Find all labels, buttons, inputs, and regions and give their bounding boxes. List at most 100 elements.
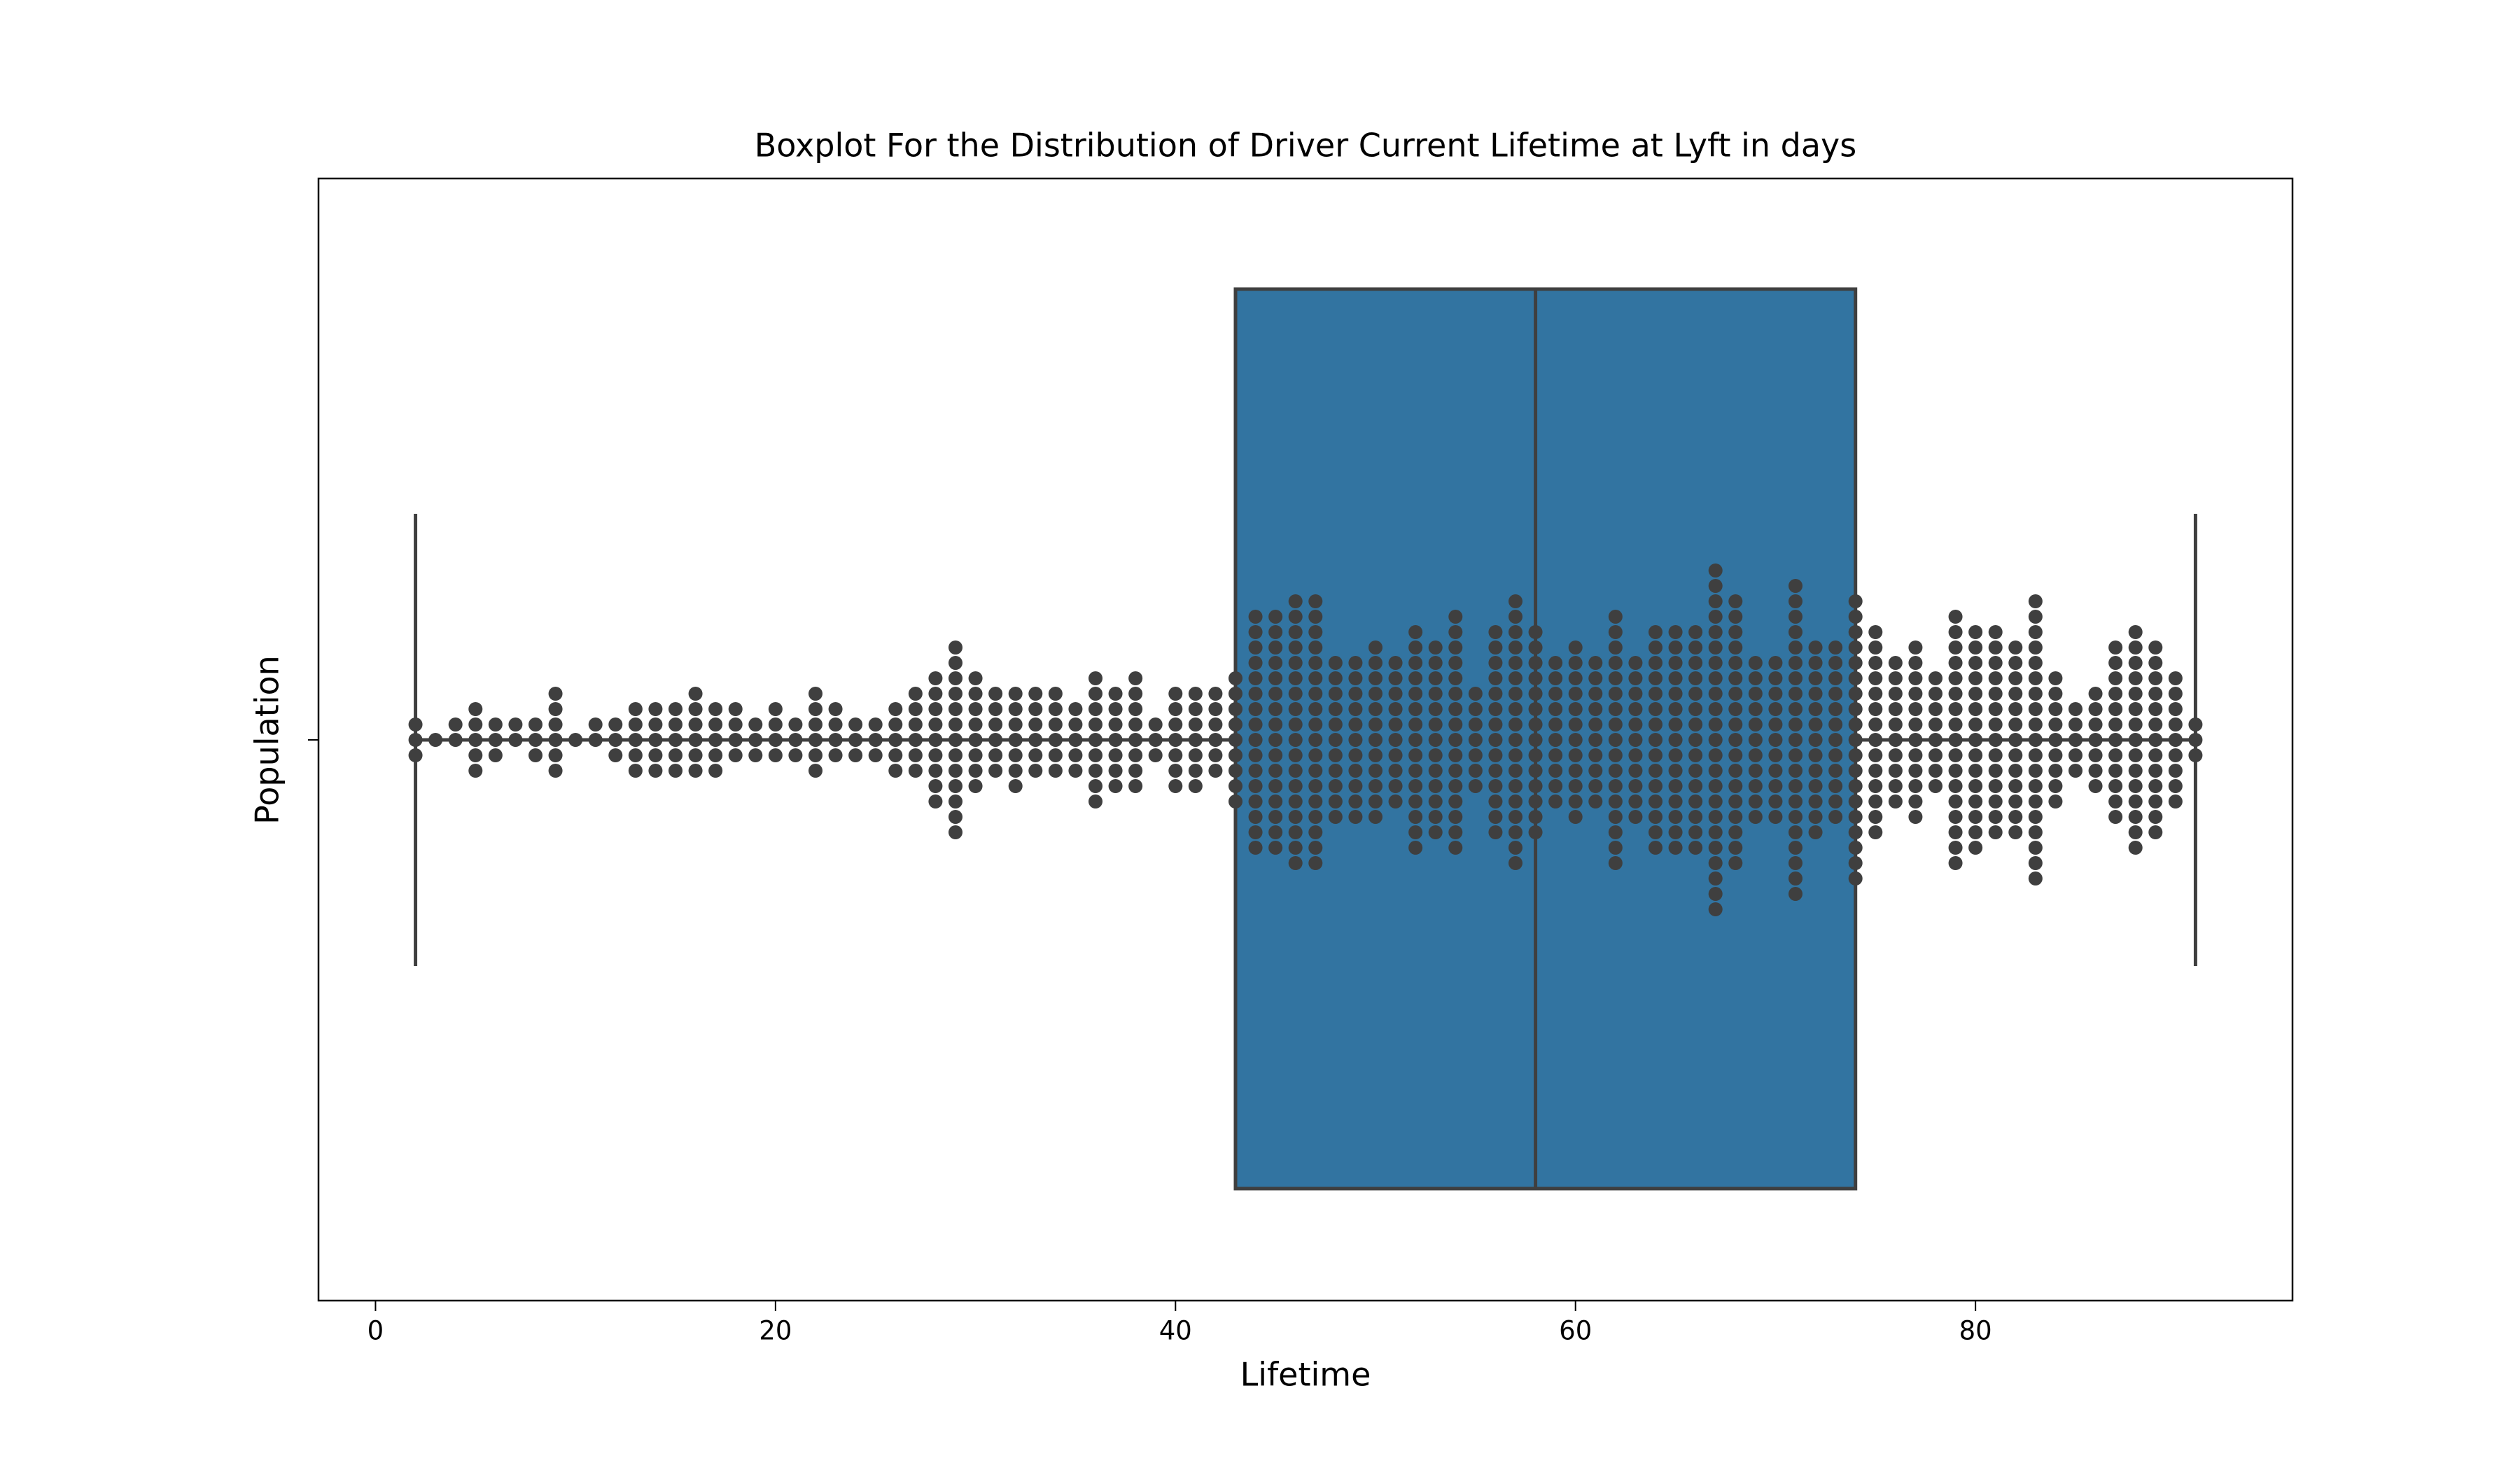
plot-frame — [317, 177, 2294, 1302]
swarm-dot — [1408, 718, 1423, 732]
swarm-dot — [1728, 794, 1743, 808]
swarm-dot — [2008, 718, 2023, 732]
swarm-dot — [1228, 671, 1242, 685]
swarm-dot — [1388, 748, 1403, 762]
swarm-dot — [1588, 702, 1603, 716]
swarm-dot — [1848, 764, 1863, 778]
swarm-dot — [1528, 764, 1543, 778]
swarm-dot — [1668, 640, 1683, 654]
swarm-dot — [1708, 902, 1723, 916]
swarm-dot — [1608, 810, 1623, 824]
swarm-dot — [1708, 841, 1723, 855]
swarm-dot — [928, 779, 943, 793]
swarm-dot — [1568, 640, 1583, 654]
swarm-dot — [1508, 841, 1522, 855]
swarm-dot — [1728, 810, 1743, 824]
swarm-dot — [1268, 610, 1283, 624]
swarm-dot — [828, 733, 843, 747]
swarm-dot — [448, 733, 463, 747]
swarm-dot — [2088, 718, 2103, 732]
swarm-dot — [1668, 841, 1683, 855]
swarm-dot — [1328, 687, 1343, 701]
swarm-dot — [1688, 733, 1703, 747]
swarm-dot — [2148, 825, 2163, 839]
swarm-dot — [908, 718, 923, 732]
swarm-dot — [1748, 779, 1763, 793]
swarm-dot — [1948, 625, 1963, 639]
swarm-dot — [1868, 625, 1883, 639]
swarm-dot — [1608, 794, 1623, 808]
swarm-dot — [1288, 779, 1303, 793]
swarm-dot — [1648, 718, 1662, 732]
swarm-dot — [748, 718, 763, 732]
swarm-dot — [2008, 764, 2023, 778]
swarm-dot — [548, 702, 563, 716]
swarm-dot — [728, 733, 743, 747]
swarm-dot — [528, 718, 542, 732]
swarm-dot — [1908, 764, 1923, 778]
swarm-dot — [1808, 794, 1823, 808]
swarm-dot — [1988, 671, 2003, 685]
swarm-dot — [1788, 810, 1802, 824]
swarm-dot — [1688, 794, 1703, 808]
swarm-dot — [2148, 656, 2163, 670]
swarm-dot — [1668, 625, 1683, 639]
swarm-dot — [928, 718, 943, 732]
swarm-dot — [1528, 810, 1543, 824]
swarm-dot — [1588, 794, 1603, 808]
swarm-dot — [1428, 702, 1443, 716]
swarm-dot — [428, 733, 443, 747]
swarm-dot — [1368, 748, 1382, 762]
swarm-dot — [2008, 810, 2023, 824]
swarm-dot — [1708, 748, 1723, 762]
swarm-dot — [1408, 825, 1423, 839]
swarm-dot — [1848, 625, 1863, 639]
swarm-dot — [1408, 810, 1423, 824]
swarm-dot — [1868, 733, 1883, 747]
swarm-dot — [2188, 733, 2203, 747]
swarm-dot — [808, 748, 822, 762]
swarm-dot — [1548, 779, 1563, 793]
swarm-dot — [1448, 718, 1463, 732]
swarm-dot — [1248, 825, 1263, 839]
swarm-dot — [888, 702, 903, 716]
swarm-dot — [1928, 687, 1942, 701]
swarm-dot — [1848, 733, 1863, 747]
swarm-dot — [1988, 625, 2003, 639]
swarm-dot — [1668, 825, 1683, 839]
swarm-dot — [1908, 687, 1923, 701]
swarm-dot — [1728, 656, 1743, 670]
swarm-dot — [1588, 748, 1603, 762]
swarm-dot — [1408, 841, 1423, 855]
swarm-dot — [1548, 671, 1563, 685]
swarm-dot — [1868, 702, 1883, 716]
swarm-dot — [968, 733, 983, 747]
swarm-dot — [1448, 810, 1463, 824]
swarm-dot — [1868, 748, 1883, 762]
swarm-dot — [688, 733, 703, 747]
swarm-dot — [1628, 748, 1643, 762]
swarm-dot — [488, 733, 503, 747]
swarm-dot — [1008, 779, 1023, 793]
swarm-dot — [1828, 779, 1843, 793]
swarm-dot — [1328, 656, 1343, 670]
swarm-dot — [1728, 625, 1743, 639]
swarm-dot — [1948, 841, 1963, 855]
swarm-dot — [1228, 764, 1242, 778]
swarm-dot — [2088, 748, 2103, 762]
swarm-dot — [1428, 640, 1443, 654]
swarm-dot — [1128, 733, 1143, 747]
swarm-dot — [1248, 702, 1263, 716]
swarm-dot — [948, 656, 962, 670]
swarm-dot — [1428, 671, 1443, 685]
swarm-dot — [2148, 794, 2163, 808]
x-tick-label: 0 — [368, 1316, 384, 1346]
swarm-dot — [1768, 810, 1783, 824]
swarm-dot — [1448, 794, 1463, 808]
swarm-dot — [1708, 794, 1723, 808]
swarm-dot — [1748, 702, 1763, 716]
swarm-dot — [1508, 794, 1522, 808]
swarm-dot — [1888, 671, 1903, 685]
swarm-dot — [1508, 764, 1522, 778]
swarm-dot — [1828, 794, 1843, 808]
